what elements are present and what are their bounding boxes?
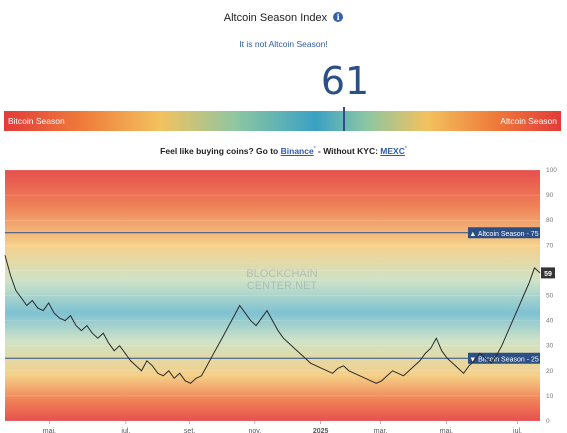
index-value: 61	[320, 59, 370, 103]
y-tick-label: 50	[546, 293, 554, 300]
season-status: It is not Altcoin Season!	[239, 39, 328, 49]
binance-link[interactable]: Binance	[280, 146, 314, 156]
altcoin-index-chart: BLOCKCHAIN CENTER.NET ▲ Altcoin Season -…	[4, 167, 557, 433]
last-value-label: 59	[544, 271, 552, 278]
watermark-line-2: CENTER.NET	[247, 280, 318, 292]
x-tick-label: nov.	[248, 428, 261, 433]
y-tick-label: 70	[546, 242, 554, 249]
x-tick-label: jul.	[512, 428, 522, 433]
last-value-badge	[541, 267, 555, 279]
season-gauge: Bitcoin Season Altcoin Season	[4, 111, 561, 131]
y-tick-label: 10	[546, 393, 554, 400]
y-tick-label: 30	[546, 343, 554, 350]
threshold-badge	[468, 227, 540, 239]
threshold-label: ▼ Bitcoin Season - 25	[469, 356, 539, 363]
y-tick-label: 90	[546, 192, 554, 199]
x-tick-label: mar.	[374, 428, 388, 433]
chart-background	[5, 170, 540, 421]
gauge-marker	[342, 107, 345, 131]
threshold-label: ▲ Altcoin Season - 75	[469, 231, 538, 238]
mexc-link[interactable]: MEXC	[380, 146, 405, 156]
watermark-line-1: BLOCKCHAIN	[246, 268, 318, 280]
gauge-right-label: Altcoin Season	[500, 116, 557, 126]
x-tick-label: jul.	[120, 428, 130, 433]
mexc-sup: *	[404, 146, 407, 153]
promo-prefix: Feel like buying coins? Go to	[160, 146, 279, 156]
y-tick-label: 0	[546, 418, 550, 425]
gauge-left-label: Bitcoin Season	[8, 116, 65, 126]
threshold-badge	[468, 352, 540, 364]
series-line	[4, 255, 541, 384]
y-tick-label: 80	[546, 217, 554, 224]
x-tick-label: 2025	[313, 428, 329, 433]
watermark: BLOCKCHAIN CENTER.NET	[246, 268, 318, 292]
binance-sup: *	[313, 146, 316, 153]
y-tick-label: 20	[546, 368, 554, 375]
promo-middle: - Without KYC:	[318, 146, 378, 156]
x-tick-label: mai.	[440, 428, 453, 433]
x-tick-label: mai.	[43, 428, 56, 433]
promo-line: Feel like buying coins? Go to Binance* -…	[0, 146, 567, 156]
title-text: Altcoin Season Index	[223, 12, 328, 24]
x-tick-label: set.	[184, 428, 195, 433]
y-tick-label: 100	[546, 167, 557, 174]
info-icon[interactable]: i	[333, 12, 344, 22]
page-title: Altcoin Season Index i	[0, 12, 567, 24]
y-tick-label: 40	[546, 318, 554, 325]
